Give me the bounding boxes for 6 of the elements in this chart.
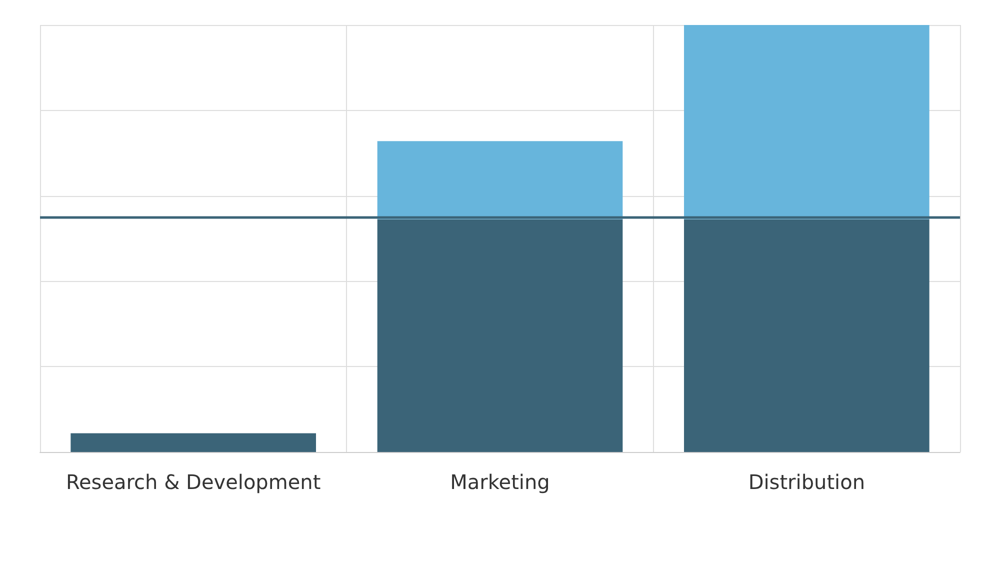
- bar: [70, 433, 316, 452]
- bar: [684, 25, 930, 220]
- x-tick-label: Research & Development: [66, 470, 321, 494]
- x-tick-label: Distribution: [748, 470, 866, 494]
- x-tick-label: Marketing: [450, 470, 550, 494]
- bar: [377, 141, 623, 220]
